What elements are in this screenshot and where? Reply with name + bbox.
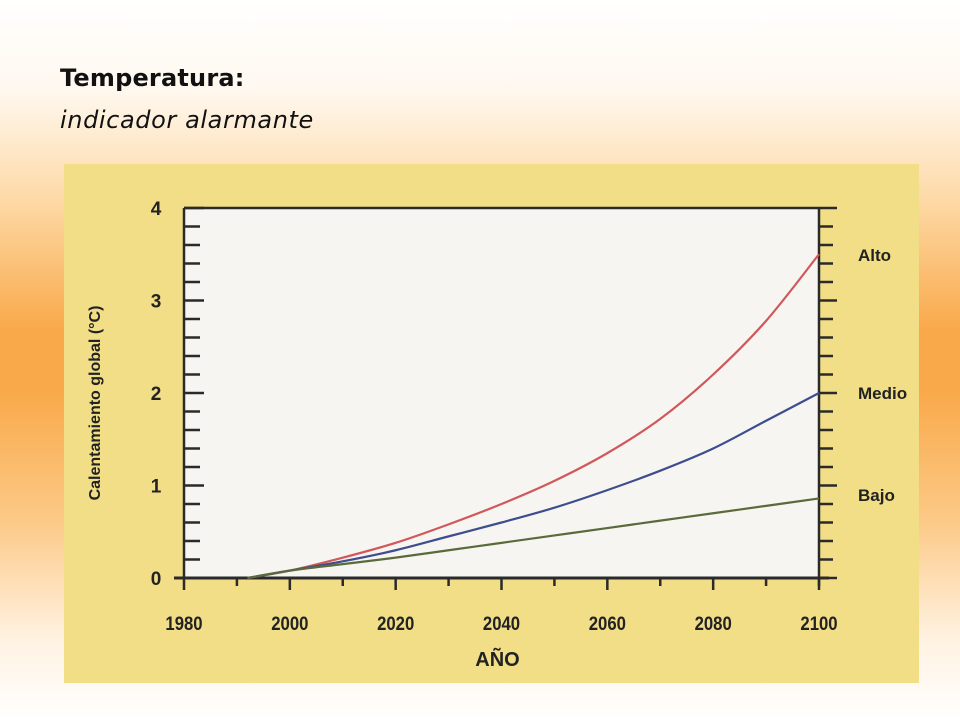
x-tick-label: 2100 bbox=[800, 613, 837, 634]
x-tick-label: 2020 bbox=[377, 613, 414, 634]
series-line-bajo bbox=[247, 497, 820, 580]
x-tick-label: 1980 bbox=[165, 613, 202, 634]
series-lines bbox=[247, 253, 820, 580]
plot-area bbox=[184, 208, 819, 578]
x-tick-label: 2060 bbox=[589, 613, 626, 634]
y-tick-label: 3 bbox=[151, 292, 162, 313]
y-tick-label: 1 bbox=[151, 477, 162, 498]
axes bbox=[174, 206, 829, 586]
x-tick-label: 2040 bbox=[483, 613, 520, 634]
x-axis-label: AÑO bbox=[475, 648, 519, 671]
x-tick-labels: 1980 2000 2020 2040 2060 2080 2100 bbox=[165, 613, 837, 634]
x-tick-label: 2000 bbox=[271, 613, 308, 634]
warming-chart: 0 1 2 3 4 1980 2000 2020 2040 2060 2080 2100 Alto M… bbox=[87, 199, 907, 671]
series-line-medio bbox=[247, 392, 820, 580]
series-labels: Alto Medio Bajo bbox=[858, 246, 907, 505]
slide-title: Temperatura: bbox=[60, 64, 245, 92]
series-label-alto: Alto bbox=[858, 246, 891, 265]
chart-panel: 0 1 2 3 4 1980 2000 2020 2040 2060 2080 2100 Alto M… bbox=[64, 164, 919, 683]
slide-subtitle: indicador alarmante bbox=[60, 106, 314, 134]
y-tick-label: 0 bbox=[151, 569, 162, 590]
minor-ticks bbox=[182, 206, 837, 590]
series-line-alto bbox=[247, 253, 820, 580]
y-tick-label: 4 bbox=[151, 199, 162, 220]
y-tick-label: 2 bbox=[151, 384, 162, 405]
series-label-bajo: Bajo bbox=[858, 486, 895, 505]
y-tick-labels: 0 1 2 3 4 bbox=[151, 199, 162, 590]
x-tick-label: 2080 bbox=[695, 613, 732, 634]
y-axis-label: Calentamiento global (°C) bbox=[87, 306, 104, 501]
series-label-medio: Medio bbox=[858, 384, 907, 403]
